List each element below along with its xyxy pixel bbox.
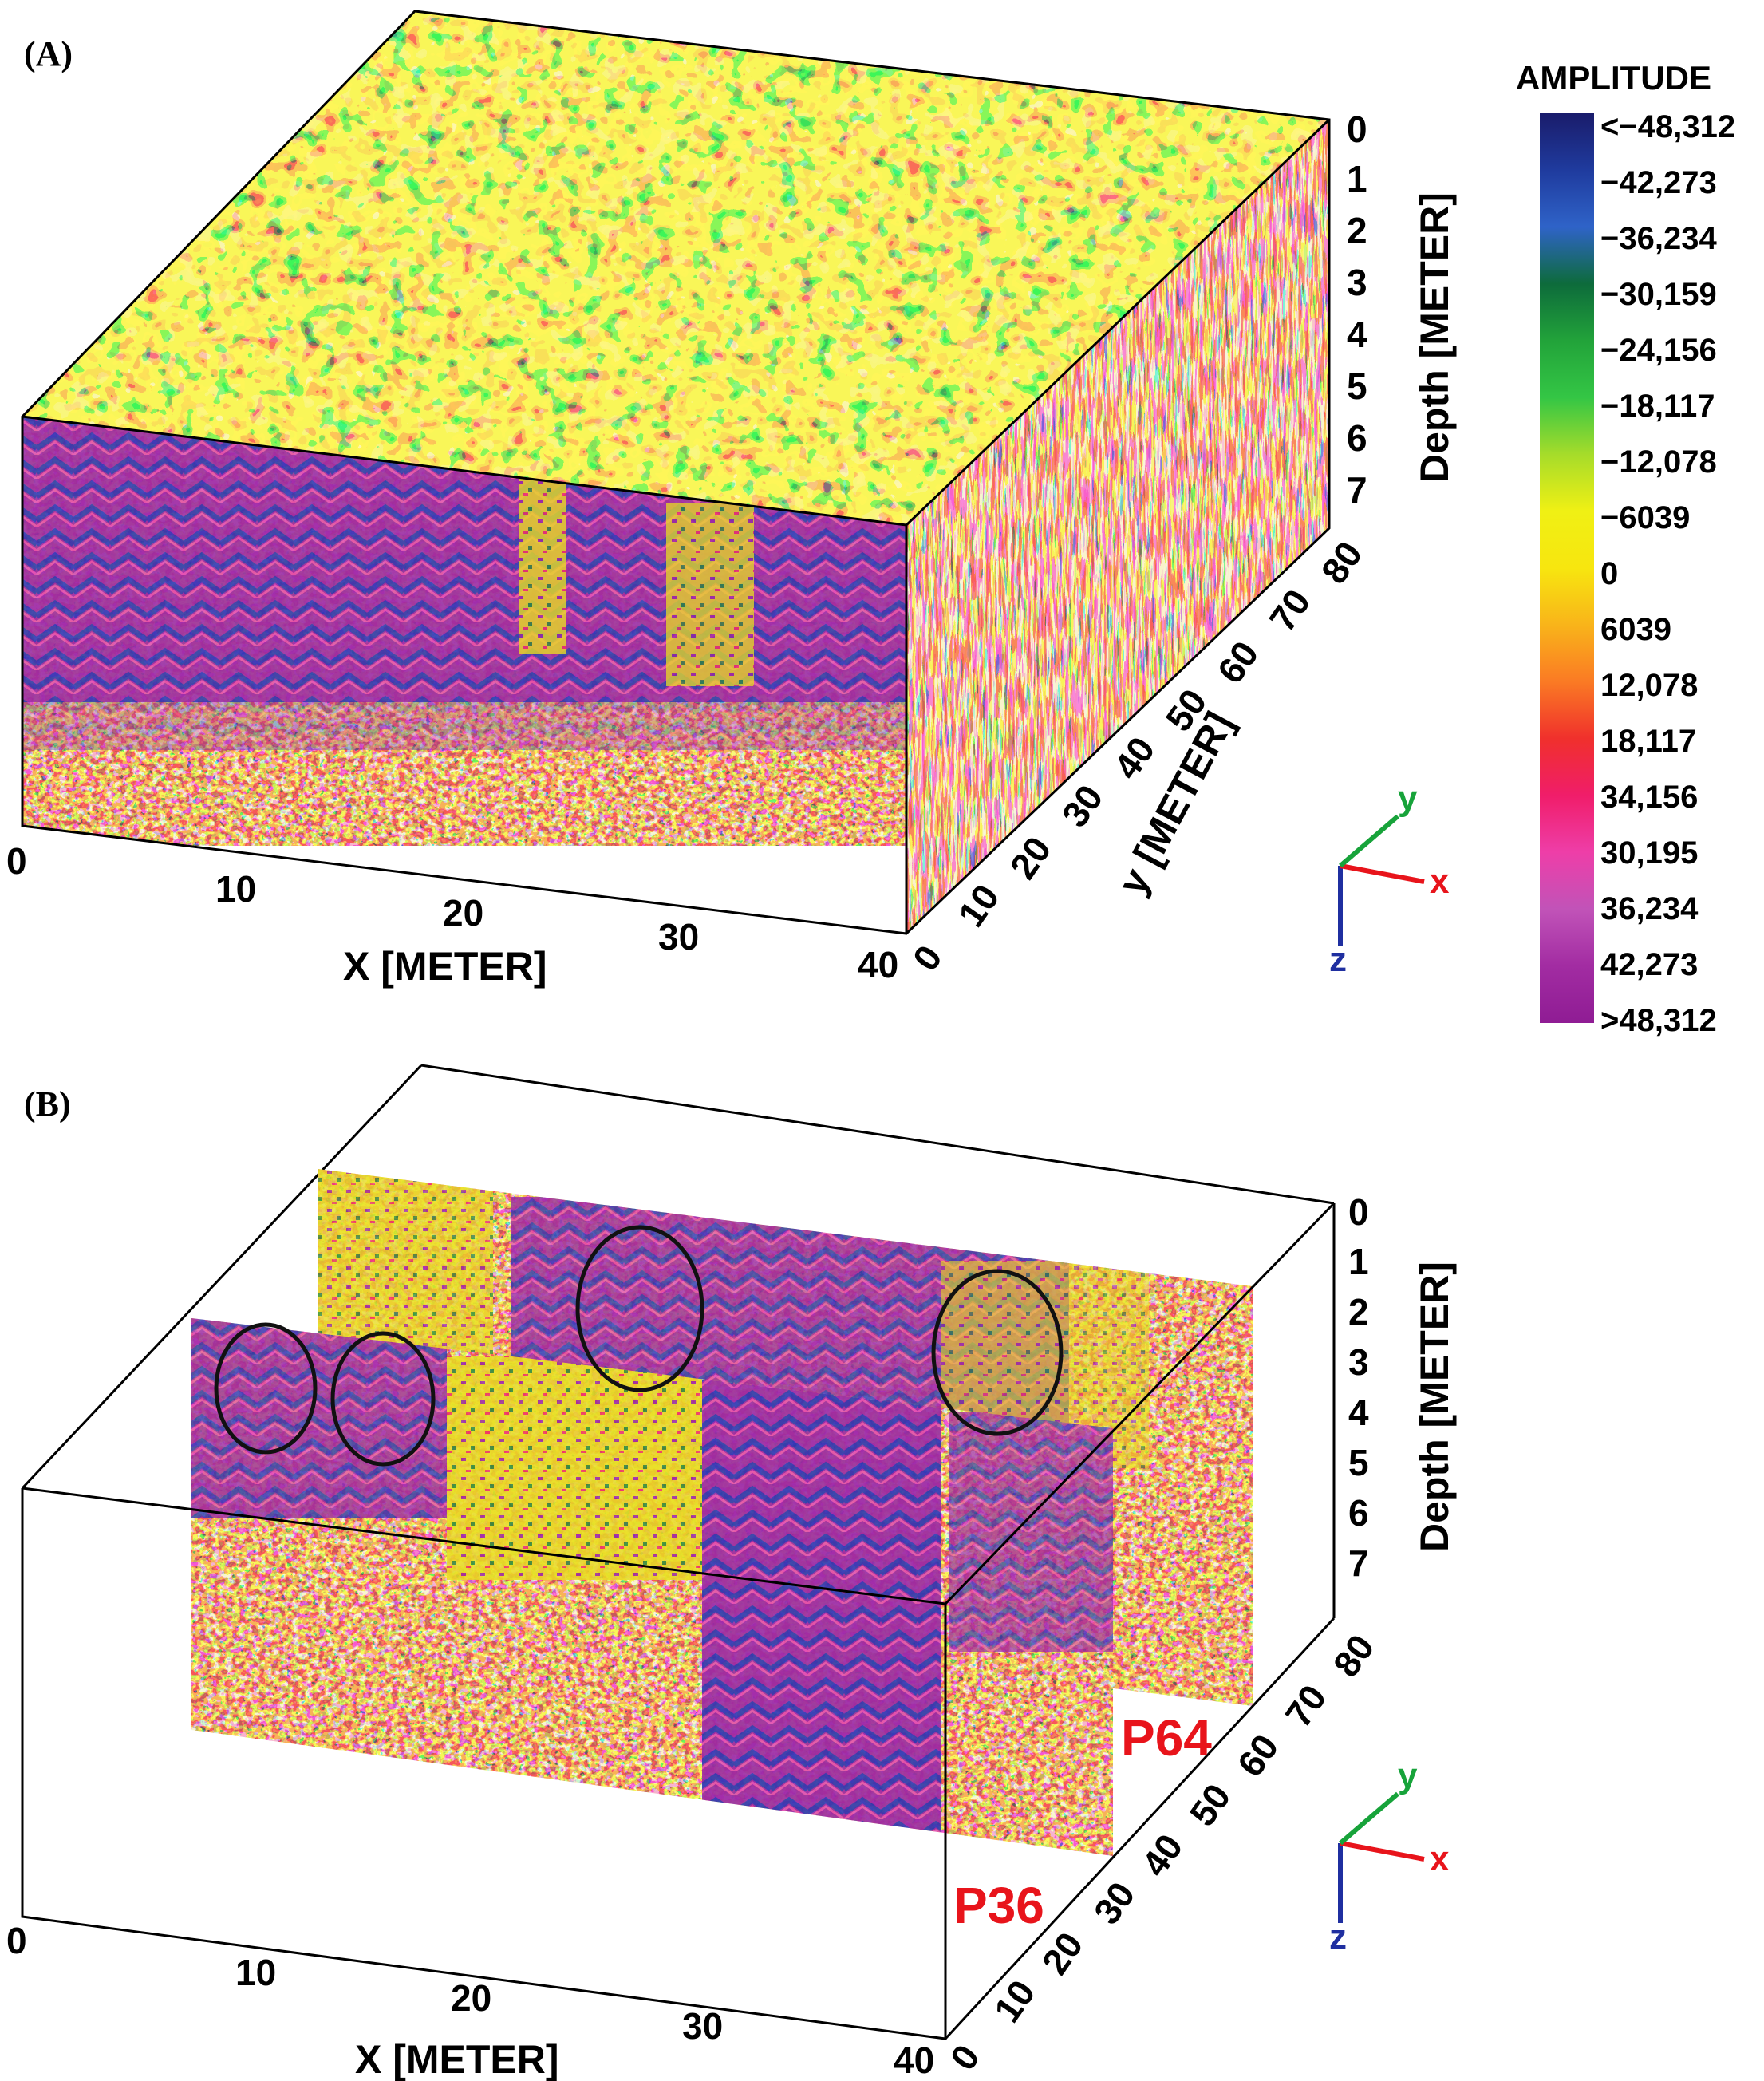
x-axis-arrow bbox=[1340, 1841, 1425, 1862]
x-tick: 30 bbox=[682, 2005, 723, 2047]
y-tick: 70 bbox=[1261, 582, 1319, 639]
colorbar-tick-label: 30,195 bbox=[1600, 835, 1698, 871]
panel-a-depth-ticks: 0 1 2 3 4 5 6 7 bbox=[1347, 109, 1367, 511]
depth-tick: 2 bbox=[1347, 210, 1367, 251]
x-tick: 10 bbox=[215, 868, 256, 910]
y-tick: 50 bbox=[1182, 1776, 1239, 1834]
panel-a-label: (A) bbox=[24, 34, 73, 73]
depth-tick: 7 bbox=[1347, 469, 1367, 511]
depth-tick: 0 bbox=[1347, 109, 1367, 150]
x-tick: 10 bbox=[235, 1952, 276, 1993]
triad-x-label: x bbox=[1430, 862, 1450, 901]
profile-label-p64: P64 bbox=[1121, 1709, 1212, 1767]
profile-label-p36: P36 bbox=[953, 1877, 1044, 1934]
y-tick: 70 bbox=[1277, 1677, 1335, 1735]
x-axis-title: X [METER] bbox=[355, 2037, 559, 2081]
panel-b-label: (B) bbox=[24, 1084, 71, 1123]
colorbar-tick-label: 36,234 bbox=[1600, 891, 1699, 926]
hyperbola-anomaly-marker bbox=[214, 1322, 318, 1455]
axis-triad-a: x y z bbox=[1329, 779, 1450, 979]
x-tick: 0 bbox=[6, 1920, 27, 1961]
triad-z-label: z bbox=[1329, 1917, 1347, 1957]
colorbar-tick-label: −6039 bbox=[1600, 500, 1690, 535]
depth-tick: 4 bbox=[1347, 314, 1367, 355]
colorbar-tick-label: <−48,312 bbox=[1600, 109, 1735, 144]
y-tick: 60 bbox=[1210, 634, 1267, 691]
y-axis-arrow bbox=[1339, 814, 1399, 868]
panel-a-x-ticks: 0 10 20 30 40 bbox=[6, 840, 898, 985]
depth-tick: 3 bbox=[1348, 1341, 1369, 1383]
colorbar: AMPLITUDE <−48,312 −42,273 −36,234 −30,159 −… bbox=[1516, 59, 1735, 1038]
depth-axis-title: Depth [METER] bbox=[1412, 192, 1457, 483]
x-tick: 40 bbox=[894, 2040, 934, 2081]
y-tick: 0 bbox=[905, 938, 950, 978]
colorbar-tick-label: −18,117 bbox=[1600, 389, 1715, 424]
depth-tick: 1 bbox=[1348, 1241, 1369, 1282]
hyperbola-anomaly-marker bbox=[575, 1225, 704, 1392]
depth-axis-title: Depth [METER] bbox=[1412, 1262, 1457, 1552]
depth-tick: 6 bbox=[1347, 417, 1367, 459]
x-axis-title: X [METER] bbox=[343, 944, 547, 989]
colorbar-tick-label: 34,156 bbox=[1600, 780, 1698, 815]
x-axis-arrow bbox=[1340, 863, 1425, 884]
colorbar-tick-label: −36,234 bbox=[1600, 221, 1717, 256]
y-tick: 20 bbox=[1002, 829, 1060, 886]
y-tick: 40 bbox=[1134, 1826, 1191, 1884]
colorbar-ramp bbox=[1540, 113, 1594, 1023]
y-axis-arrow bbox=[1339, 1791, 1399, 1846]
depth-tick: 2 bbox=[1348, 1291, 1369, 1333]
depth-tick: 5 bbox=[1347, 365, 1367, 407]
depth-tick: 1 bbox=[1347, 158, 1367, 199]
y-tick: 10 bbox=[986, 1972, 1044, 2030]
x-tick: 40 bbox=[858, 944, 898, 985]
triad-y-label: y bbox=[1398, 779, 1418, 818]
y-tick: 0 bbox=[942, 2037, 988, 2078]
colorbar-tick-label: −30,159 bbox=[1600, 277, 1717, 312]
colorbar-tick-label: −24,156 bbox=[1600, 333, 1717, 368]
y-tick: 80 bbox=[1313, 534, 1371, 591]
depth-tick: 6 bbox=[1348, 1492, 1369, 1534]
depth-tick: 4 bbox=[1348, 1392, 1369, 1433]
depth-tick: 3 bbox=[1347, 262, 1367, 303]
depth-tick: 0 bbox=[1348, 1191, 1369, 1233]
depth-tick: 7 bbox=[1348, 1542, 1369, 1584]
triad-y-label: y bbox=[1398, 1756, 1418, 1795]
colorbar-tick-label: 42,273 bbox=[1600, 947, 1698, 982]
colorbar-title: AMPLITUDE bbox=[1516, 59, 1711, 97]
colorbar-tick-label: 12,078 bbox=[1600, 668, 1698, 703]
y-tick: 80 bbox=[1325, 1627, 1383, 1684]
colorbar-tick-label: −42,273 bbox=[1600, 165, 1717, 200]
axis-triad-b: x y z bbox=[1329, 1756, 1450, 1957]
colorbar-tick-label: −12,078 bbox=[1600, 444, 1717, 480]
depth-tick: 5 bbox=[1348, 1442, 1369, 1483]
hyperbola-anomaly-marker bbox=[330, 1331, 436, 1467]
triad-z-label: z bbox=[1329, 940, 1347, 979]
x-tick: 30 bbox=[658, 916, 699, 958]
x-tick: 20 bbox=[443, 892, 483, 934]
triad-x-label: x bbox=[1430, 1839, 1450, 1878]
panel-b-depth-ticks: 0 1 2 3 4 5 6 7 bbox=[1348, 1191, 1369, 1584]
x-tick: 0 bbox=[6, 840, 27, 882]
colorbar-tick-label: 0 bbox=[1600, 556, 1618, 591]
y-tick: 10 bbox=[950, 877, 1008, 934]
hyperbola-anomaly-marker bbox=[931, 1269, 1064, 1436]
panel-b-volume bbox=[21, 1064, 1336, 2040]
colorbar-tick-label: 6039 bbox=[1600, 612, 1671, 647]
colorbar-tick-label: >48,312 bbox=[1600, 1003, 1717, 1038]
colorbar-tick-label: 18,117 bbox=[1600, 724, 1696, 759]
x-tick: 20 bbox=[451, 1977, 491, 2019]
panel-b-x-ticks: 0 10 20 30 40 bbox=[6, 1920, 934, 2081]
panel-a-volume bbox=[21, 10, 1331, 935]
y-tick: 60 bbox=[1229, 1727, 1287, 1784]
y-tick: 40 bbox=[1106, 729, 1163, 787]
y-tick: 30 bbox=[1086, 1874, 1143, 1932]
